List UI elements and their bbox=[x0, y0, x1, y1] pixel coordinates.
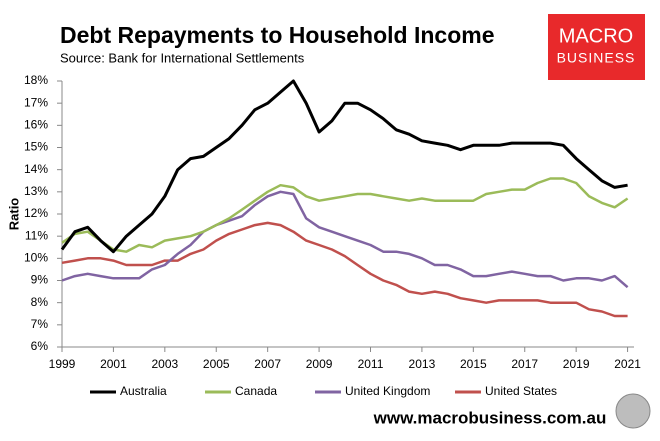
x-tick-label: 2005 bbox=[203, 357, 230, 371]
x-tick-label: 2001 bbox=[100, 357, 127, 371]
y-tick-label: 15% bbox=[24, 140, 48, 154]
legend-label: United Kingdom bbox=[345, 384, 430, 398]
x-tick-label: 2009 bbox=[306, 357, 333, 371]
legend-label: Australia bbox=[120, 384, 167, 398]
series-line bbox=[61, 190, 629, 289]
chart-subtitle: Source: Bank for International Settlemen… bbox=[60, 50, 305, 65]
y-tick-label: 8% bbox=[31, 295, 49, 309]
x-tick-label: 2015 bbox=[460, 357, 487, 371]
website: www.macrobusiness.com.au bbox=[373, 408, 607, 427]
series-line bbox=[61, 221, 628, 318]
y-axis-label: Ratio bbox=[6, 198, 21, 231]
x-tick-label: 2007 bbox=[254, 357, 281, 371]
logo-text: BUSINESS bbox=[557, 50, 636, 66]
y-tick-label: 10% bbox=[24, 251, 48, 265]
x-tick-label: 2003 bbox=[151, 357, 178, 371]
y-tick-label: 6% bbox=[31, 339, 49, 353]
y-tick-label: 12% bbox=[24, 206, 48, 220]
y-tick-label: 17% bbox=[24, 95, 48, 109]
y-tick-label: 9% bbox=[31, 273, 49, 287]
x-tick-label: 2017 bbox=[511, 357, 538, 371]
y-tick-label: 16% bbox=[24, 118, 48, 132]
y-tick-label: 18% bbox=[24, 73, 48, 87]
series-line bbox=[60, 79, 628, 254]
y-tick-label: 7% bbox=[31, 317, 49, 331]
legend-label: Canada bbox=[235, 384, 277, 398]
x-tick-label: 2021 bbox=[614, 357, 641, 371]
logo-icon bbox=[615, 393, 651, 429]
legend-label: United States bbox=[485, 384, 557, 398]
x-tick-label: 2019 bbox=[563, 357, 590, 371]
y-tick-label: 13% bbox=[24, 184, 48, 198]
x-tick-label: 2011 bbox=[358, 357, 384, 371]
x-tick-label: 1999 bbox=[49, 357, 76, 371]
logo-text: MACRO bbox=[559, 25, 633, 47]
logo-box bbox=[548, 14, 645, 80]
y-tick-label: 11% bbox=[25, 228, 48, 242]
x-tick-label: 2013 bbox=[409, 357, 436, 371]
y-tick-label: 14% bbox=[24, 162, 48, 176]
series-line bbox=[61, 177, 629, 253]
chart-title: Debt Repayments to Household Income bbox=[60, 22, 495, 48]
